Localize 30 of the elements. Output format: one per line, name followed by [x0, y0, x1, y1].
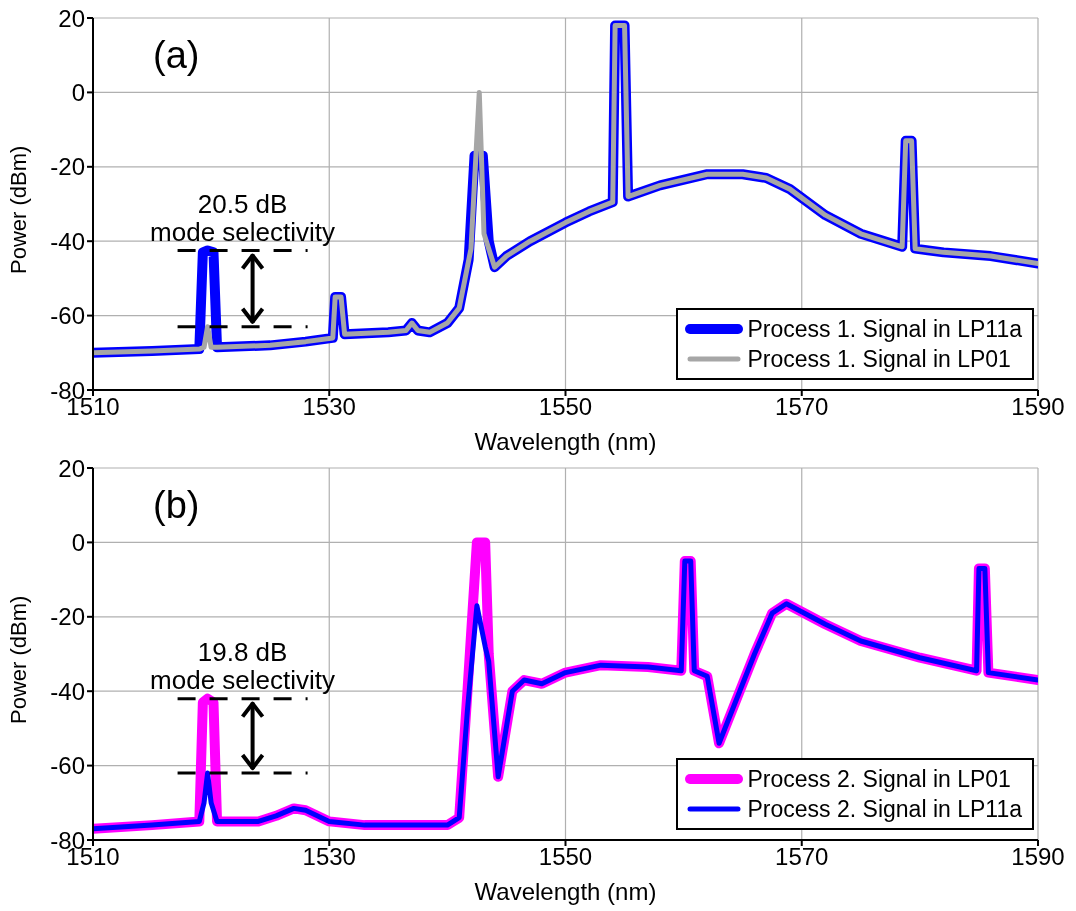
y-tick-label: 20 — [58, 4, 85, 32]
legend-label: Process 1. Signal in LP11a — [747, 315, 1022, 344]
chart-title: (b) — [153, 484, 200, 526]
y-axis-title: Power (dBm) — [5, 595, 31, 724]
legend-label: Process 2. Signal in LP01 — [747, 765, 1011, 794]
x-tick-label: 1530 — [302, 843, 356, 871]
y-tick-label: -60 — [50, 302, 85, 330]
x-axis-title: Wavelength (nm) — [474, 428, 657, 455]
y-tick-label: 20 — [58, 454, 85, 482]
x-tick-label: 1590 — [1011, 843, 1065, 871]
x-tick-label: 1530 — [302, 393, 356, 421]
x-tick-label: 1570 — [775, 393, 829, 421]
legend-label: Process 1. Signal in LP01 — [747, 345, 1011, 374]
y-tick-label: -60 — [50, 752, 85, 780]
y-tick-label: 0 — [71, 78, 85, 106]
x-tick-label: 1590 — [1011, 393, 1065, 421]
chart-title: (a) — [153, 34, 200, 76]
y-tick-label: -40 — [50, 227, 85, 255]
y-tick-label: -40 — [50, 677, 85, 705]
y-tick-label: -20 — [50, 603, 85, 631]
x-tick-label: 1550 — [538, 843, 593, 871]
y-tick-label: -20 — [50, 153, 85, 181]
annotation: 20.5 dB mode selectivity — [150, 188, 336, 247]
legend-label: Process 2. Signal in LP11a — [747, 795, 1022, 824]
y-axis-title: Power (dBm) — [5, 145, 31, 274]
y-tick-label: 0 — [71, 528, 85, 556]
x-axis-title: Wavelength (nm) — [474, 878, 657, 905]
x-tick-label: 1570 — [775, 843, 829, 871]
annotation: 19.8 dB mode selectivity — [150, 636, 336, 695]
x-tick-label: 1550 — [538, 393, 593, 421]
